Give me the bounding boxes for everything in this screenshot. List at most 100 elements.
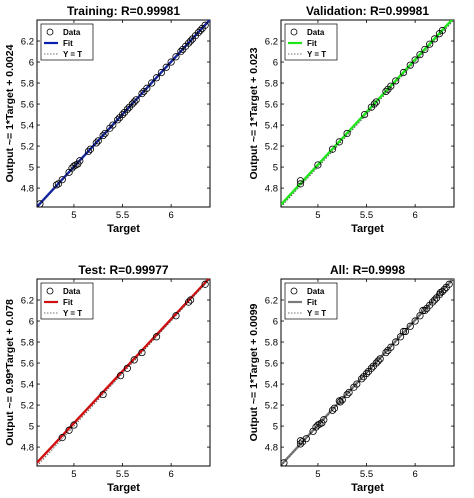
data-point <box>314 421 322 429</box>
fit-line <box>281 279 454 466</box>
legend-label-fit: Fit <box>63 298 73 307</box>
data-point <box>296 440 305 448</box>
data-point <box>296 437 305 445</box>
data-point <box>162 63 170 71</box>
data-point <box>72 161 80 169</box>
data-point <box>201 280 209 288</box>
data-point <box>320 416 328 424</box>
x-axis-label: Target <box>107 482 140 494</box>
data-point <box>58 434 66 442</box>
y-tick-label: 5.8 <box>265 79 278 90</box>
x-tick-label: 6 <box>168 210 173 221</box>
data-point <box>416 51 424 59</box>
legend-label-yt: Y = T <box>307 309 326 318</box>
data-point <box>58 176 66 184</box>
data-point <box>438 26 446 35</box>
data-point <box>99 390 107 399</box>
data-point <box>86 145 95 153</box>
x-tick-label: 5.5 <box>116 210 129 221</box>
data-point <box>138 89 146 98</box>
data-point <box>114 116 122 124</box>
data-point <box>177 47 185 56</box>
data-point <box>132 96 140 104</box>
data-point <box>76 157 84 165</box>
y-tick-label: 5 <box>29 422 34 433</box>
y-tick-label: 5 <box>29 163 34 174</box>
data-point <box>382 87 390 96</box>
fit-line <box>281 20 454 206</box>
legend: Data Fit Y = T <box>284 23 338 61</box>
legend-data-marker <box>46 287 54 295</box>
plot-title: All: R=0.9998 <box>330 263 405 277</box>
y-tick-label: 6.2 <box>265 37 278 48</box>
data-point <box>152 333 161 341</box>
data-point <box>399 68 408 77</box>
data-point <box>314 161 322 169</box>
legend-data-marker <box>290 287 298 295</box>
y-axis-label: Output ~= 1*Target + 0.023 <box>248 47 260 179</box>
legend-label-yt: Y = T <box>63 309 82 318</box>
x-axis-label: Target <box>351 223 384 235</box>
data-point <box>148 79 156 87</box>
data-point <box>360 110 369 119</box>
data-point <box>157 68 166 77</box>
y-tick-label: 5.4 <box>21 380 34 391</box>
data-point <box>296 177 305 185</box>
data-point <box>421 45 429 54</box>
y-tick-label: 5.2 <box>265 401 278 412</box>
y-tick-label: 6 <box>29 317 34 328</box>
data-point <box>172 312 180 320</box>
y-tick-label: 4.8 <box>265 443 278 454</box>
y-tick-label: 5 <box>273 163 278 174</box>
y-tick-label: 4.8 <box>21 443 34 454</box>
data-point <box>336 398 344 406</box>
data-point <box>374 357 382 365</box>
y-tick-label: 5.8 <box>21 79 34 90</box>
data-point <box>406 61 414 69</box>
x-tick-label: 6 <box>412 210 417 221</box>
data-point <box>116 372 125 380</box>
y-tick-label: 5.4 <box>21 121 34 132</box>
y-tick-label: 5.6 <box>21 359 34 370</box>
y-tick-label: 5.8 <box>265 338 278 349</box>
data-point <box>118 110 127 119</box>
data-point <box>328 406 337 414</box>
plot-panel-2: 5 5.5 6 4.8 5 5.2 5.4 5.6 5.8 6 6.2 Data Fit Y = T Val… <box>248 4 455 235</box>
data-point <box>421 306 429 315</box>
data-point <box>185 39 193 47</box>
data-point <box>101 129 109 138</box>
data-point <box>367 364 375 372</box>
data-point <box>411 56 419 64</box>
plot-panel-4: 5 5.5 6 4.8 5 5.2 5.4 5.6 5.8 6 6.2 Data Fit Y = T All… <box>248 263 455 494</box>
y-axis-label: Output ~= 1*Target + 0.0099 <box>248 303 260 441</box>
identity-line <box>37 20 210 207</box>
data-point <box>330 404 339 412</box>
data-point <box>123 105 131 113</box>
y-tick-label: 5.8 <box>21 338 34 349</box>
data-point <box>372 359 380 367</box>
data-point <box>152 74 161 82</box>
data-point <box>52 181 61 189</box>
x-axis-label: Target <box>107 223 140 235</box>
data-point <box>438 288 446 296</box>
data-point <box>387 343 395 351</box>
y-tick-label: 6.2 <box>265 296 278 307</box>
data-point <box>186 37 195 45</box>
legend-label-data: Data <box>63 28 81 37</box>
plot-title: Training: R=0.99981 <box>67 4 180 18</box>
data-point <box>370 100 378 108</box>
y-tick-label: 5.4 <box>265 380 278 391</box>
identity-line <box>281 279 454 466</box>
data-point <box>406 322 414 330</box>
x-tick-label: 5 <box>315 210 320 221</box>
data-point <box>345 388 353 397</box>
data-point <box>70 162 78 170</box>
data-point <box>281 459 288 466</box>
x-axis-label: Target <box>351 482 384 494</box>
y-tick-label: 5.2 <box>21 401 34 412</box>
y-tick-label: 6 <box>273 317 278 328</box>
legend-label-data: Data <box>307 287 325 296</box>
data-point <box>426 40 434 48</box>
y-tick-label: 6 <box>29 58 34 69</box>
